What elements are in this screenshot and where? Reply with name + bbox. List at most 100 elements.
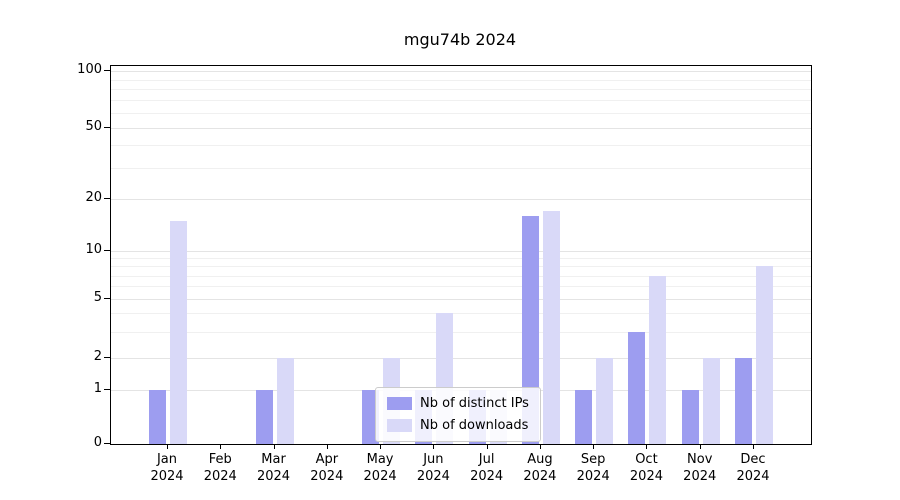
legend-item-distinct-ips: Nb of distinct IPs [387,396,529,411]
bar-distinct-ips-jan [149,390,166,444]
x-tick-year: 2024 [150,469,184,484]
gridline-minor [111,100,811,102]
x-tick-mark [433,444,435,449]
x-tick-year: 2024 [256,469,291,484]
gridline-minor [111,313,811,315]
x-tick-year: 2024 [736,469,770,484]
x-tick-label: Jan 2024 [132,451,202,485]
gridline-major [111,128,811,129]
y-tick-label: 0 [93,435,102,450]
x-tick-year: 2024 [310,469,344,484]
x-tick-mark [326,444,328,449]
x-tick-month: Jun [423,452,444,467]
x-tick-month: May [366,452,394,467]
y-tick-label: 100 [77,62,102,77]
x-tick-mark [380,444,382,449]
gridline-major [111,251,811,252]
y-tick-label: 10 [85,242,102,257]
x-tick-mark [753,444,754,449]
gridline-minor [111,331,811,333]
bar-distinct-ips-sep [575,390,593,444]
x-tick-mark [273,444,275,449]
bar-distinct-ips-may [362,390,380,444]
gridline-major [111,299,811,300]
gridline-minor [111,258,811,260]
x-tick-mark [220,444,222,449]
x-tick-month: Oct [635,452,658,467]
x-tick-label: Apr 2024 [292,451,362,485]
gridline-minor [111,113,811,114]
x-tick-year: 2024 [203,469,237,484]
x-tick-month: Sep [580,452,606,467]
x-tick-label: Sep 2024 [558,451,628,485]
gridline-major [111,199,811,200]
bar-distinct-ips-dec [735,358,752,444]
gridline-minor [111,275,811,277]
bar-downloads-mar [276,358,294,444]
legend-swatch-distinct-ips-icon [387,397,412,410]
chart-title: mgu74b 2024 [403,30,517,49]
bar-distinct-ips-aug [521,215,539,444]
legend: Nb of distinct IPs Nb of downloads [375,387,541,442]
x-tick-label: Mar 2024 [239,451,309,485]
x-tick-year: 2024 [683,469,717,484]
x-tick-year: 2024 [523,469,557,484]
x-tick-mark [539,444,541,449]
x-tick-year: 2024 [416,469,450,484]
x-tick-mark [699,444,701,449]
gridline-minor [111,266,811,268]
legend-item-downloads: Nb of downloads [387,418,529,433]
x-tick-year: 2024 [470,469,504,484]
x-tick-label: Jul 2024 [452,451,522,485]
x-tick-label: Dec 2024 [718,451,788,485]
x-tick-label: Aug 2024 [505,451,575,485]
legend-label-distinct-ips: Nb of distinct IPs [420,396,529,411]
bar-downloads-oct [649,275,667,444]
x-tick-month: Feb [208,452,232,467]
y-tick-mark [104,357,110,358]
x-tick-label: Oct 2024 [611,451,681,485]
gridline-minor [111,167,811,169]
y-tick-mark [104,443,110,444]
y-tick-label: 2 [93,349,102,364]
bar-downloads-jan [170,220,187,444]
y-tick-label: 1 [93,381,102,396]
y-tick-mark [104,70,110,71]
x-tick-month: Nov [687,452,713,467]
bar-distinct-ips-nov [681,390,699,444]
x-tick-mark [593,444,595,449]
y-tick-mark [104,250,110,251]
y-tick-label: 20 [85,190,102,205]
gridline-minor [111,79,811,81]
x-tick-month: Apr [315,452,339,467]
x-tick-month: Mar [261,452,286,467]
gridline-minor [111,145,811,147]
x-tick-mark [167,444,168,449]
x-tick-year: 2024 [576,469,610,484]
x-tick-label: Jun 2024 [398,451,468,485]
bar-distinct-ips-mar [255,390,273,444]
y-tick-label: 50 [85,119,102,134]
y-tick-mark [104,298,110,299]
y-tick-mark [104,127,110,128]
x-tick-label: May 2024 [345,451,415,485]
x-tick-month: Jul [478,452,495,467]
y-tick-label: 5 [93,290,102,305]
x-tick-year: 2024 [363,469,397,484]
bar-downloads-dec [756,266,773,444]
x-tick-label: Feb 2024 [185,451,255,485]
gridline-major [111,71,811,72]
x-tick-mark [646,444,648,449]
bar-distinct-ips-oct [628,331,646,444]
bar-downloads-sep [596,358,614,444]
x-tick-year: 2024 [629,469,663,484]
legend-label-downloads: Nb of downloads [420,418,529,433]
x-tick-month: Jan [156,452,178,467]
x-tick-label: Nov 2024 [665,451,735,485]
gridline-major [111,358,811,359]
y-tick-mark [104,389,110,390]
x-tick-month: Aug [527,452,553,467]
x-tick-mark [486,444,488,449]
bar-downloads-aug [542,211,560,444]
